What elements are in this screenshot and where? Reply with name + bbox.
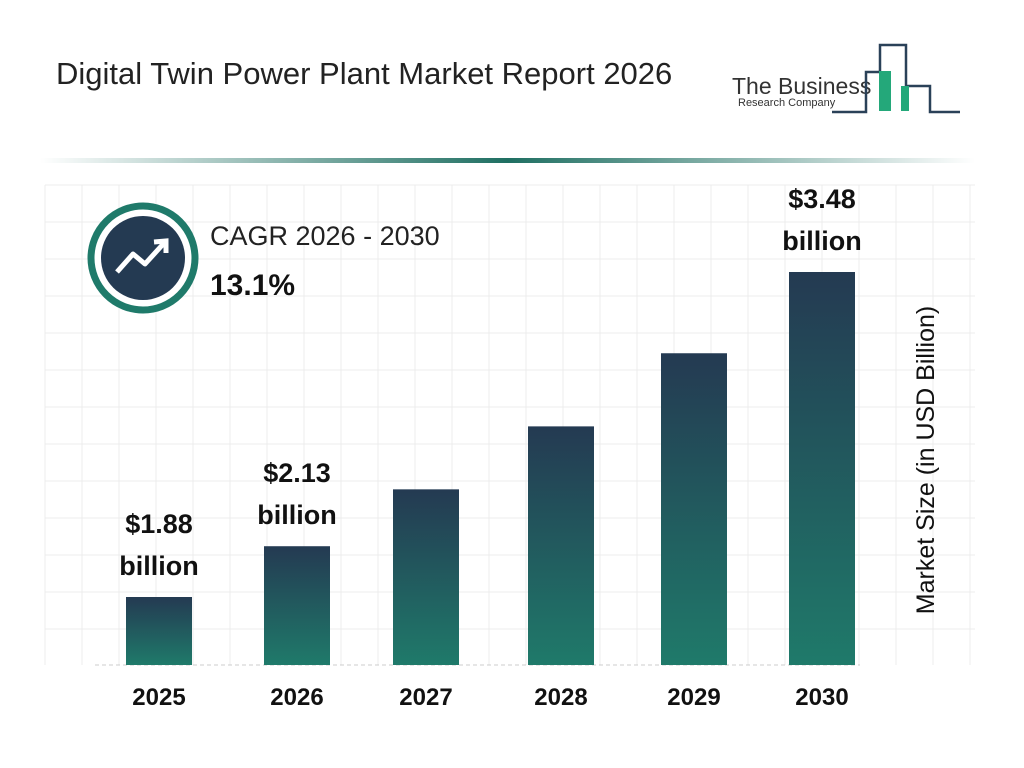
x-tick-label: 2026 (270, 684, 323, 711)
y-axis-label: Market Size (in USD Billion) (912, 306, 940, 614)
bar (661, 353, 727, 665)
cagr-value: 13.1% (210, 269, 295, 302)
bar (126, 597, 192, 665)
bar (393, 489, 459, 665)
logo-subtext: Research Company (738, 97, 836, 109)
x-tick-label: 2029 (667, 684, 720, 711)
separator (40, 158, 975, 163)
cagr-badge: CAGR 2026 - 2030 13.1% (87, 202, 440, 314)
bar (264, 546, 330, 665)
value-label: $2.13 billion (257, 458, 337, 531)
logo-text: The Business (732, 73, 871, 99)
bar (528, 426, 594, 665)
value-label: $1.88 billion (119, 509, 199, 581)
x-tick-label: 2025 (132, 684, 185, 711)
bar (789, 272, 855, 665)
x-tick-label: 2028 (534, 684, 587, 711)
x-tick-label: 2030 (795, 684, 848, 711)
cagr-label: CAGR 2026 - 2030 (210, 221, 440, 251)
value-label: $3.48 billion (782, 184, 862, 256)
logo: The Business Research Company (732, 43, 960, 114)
title: Digital Twin Power Plant Market Report 2… (56, 56, 673, 91)
x-tick-label: 2027 (399, 684, 452, 711)
